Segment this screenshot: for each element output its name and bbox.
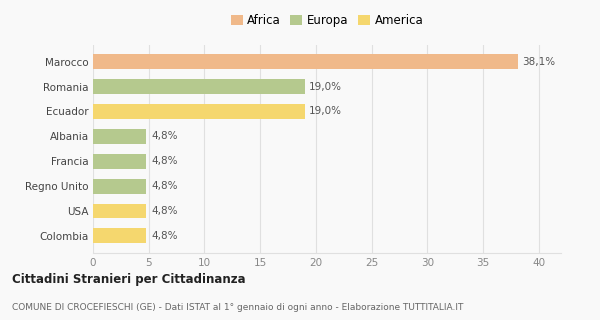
Text: 4,8%: 4,8% xyxy=(151,131,178,141)
Bar xyxy=(93,104,305,119)
Text: 4,8%: 4,8% xyxy=(151,156,178,166)
Bar xyxy=(93,54,518,69)
Text: COMUNE DI CROCEFIESCHI (GE) - Dati ISTAT al 1° gennaio di ogni anno - Elaborazio: COMUNE DI CROCEFIESCHI (GE) - Dati ISTAT… xyxy=(12,303,463,312)
Text: 4,8%: 4,8% xyxy=(151,231,178,241)
Text: 4,8%: 4,8% xyxy=(151,181,178,191)
Bar xyxy=(93,129,146,144)
Text: 19,0%: 19,0% xyxy=(309,82,342,92)
Legend: Africa, Europa, America: Africa, Europa, America xyxy=(227,11,427,31)
Bar xyxy=(93,79,305,94)
Text: Cittadini Stranieri per Cittadinanza: Cittadini Stranieri per Cittadinanza xyxy=(12,273,245,286)
Text: 19,0%: 19,0% xyxy=(309,107,342,116)
Text: 4,8%: 4,8% xyxy=(151,206,178,216)
Text: 38,1%: 38,1% xyxy=(522,57,555,67)
Bar xyxy=(93,154,146,169)
Bar xyxy=(93,228,146,243)
Bar xyxy=(93,179,146,194)
Bar xyxy=(93,204,146,219)
